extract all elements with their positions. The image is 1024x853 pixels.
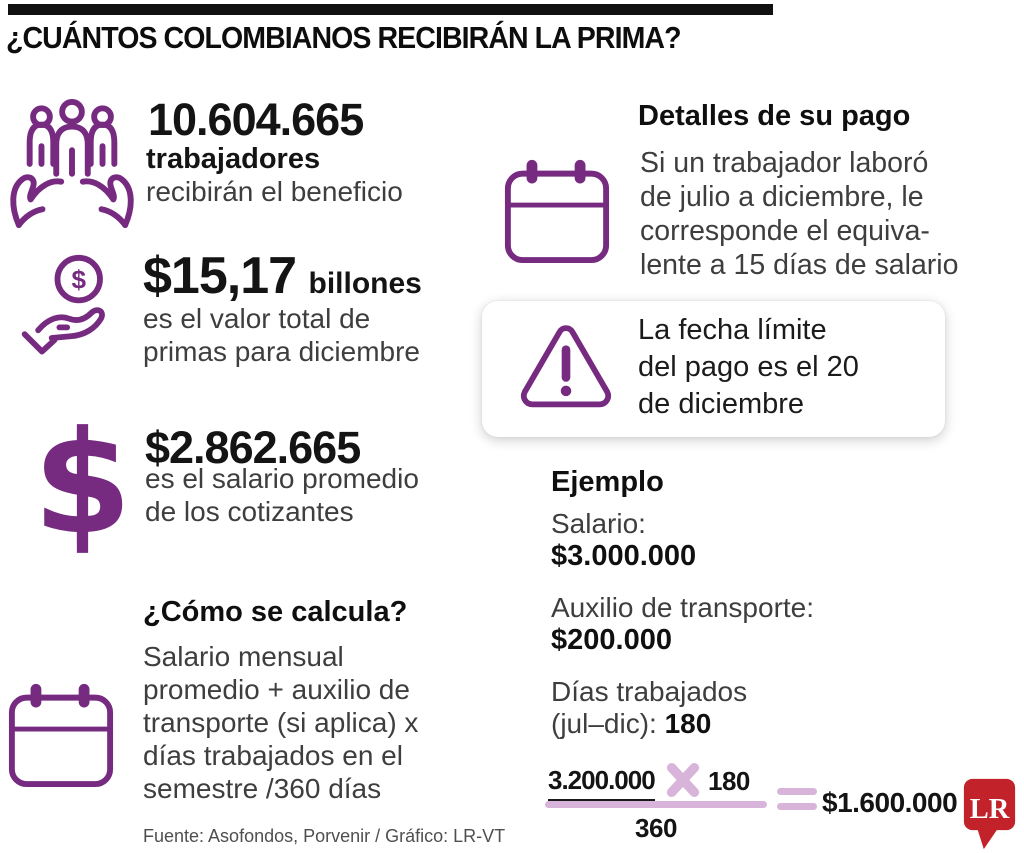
avg-salary-desc: es el salario promedio de los cotizantes [145,463,419,527]
svg-text:$: $ [71,265,86,295]
multiply-icon [664,762,702,798]
deadline-notice-text: La fecha límite del pago es el 20 de dic… [638,314,859,420]
example-salary-label: Salario: [551,508,646,539]
calendar-icon [6,672,116,792]
dollar-sign-icon: $ [33,401,132,566]
top-black-bar [8,4,773,15]
how-calculated-body: Salario mensual promedio + auxilio de tr… [143,641,419,804]
source-credit: Fuente: Asofondos, Porvenir / Gráfico: L… [143,826,506,846]
example-heading: Ejemplo [551,466,664,498]
total-primas-value: $15,17 [143,247,297,305]
example-days-label: Días trabajados [551,676,748,707]
page-title: ¿CUÁNTOS COLOMBIANOS RECIBIRÁN LA PRIMA? [6,20,682,55]
formula-numerator: 3.200.000 [548,765,656,802]
example-transport-value: $200.000 [551,624,672,656]
total-primas-desc: es el valor total de primas para diciemb… [143,303,420,367]
example-transport-label: Auxilio de transporte: [551,592,815,623]
total-primas-row: $15,17 billones [143,246,422,306]
formula-denominator: 360 [635,813,677,843]
fraction-bar [545,801,767,808]
payment-details-body: Si un trabajador laboró de julio a dicie… [640,147,959,281]
formula-multiplier: 180 [708,766,750,796]
lr-logo-text: LR [970,794,1010,825]
example-days-label2: (jul–dic): [551,708,665,739]
workers-count-label: trabajadores [146,143,321,175]
lr-logo: LR [962,777,1017,851]
deadline-notice-card [482,301,945,437]
people-in-hands-icon [8,92,136,232]
example-salary-value: $3.000.000 [551,540,697,572]
example-days-value: 180 [664,708,712,739]
example-days-row: (jul–dic): 180 [551,708,711,740]
calendar-icon [502,148,612,268]
formula-result: $1.600.000 [822,787,958,818]
how-calculated-heading: ¿Cómo se calcula? [143,596,408,628]
hand-coin-icon: $ [16,253,126,367]
warning-triangle-icon [520,323,612,409]
workers-count-desc: recibirán el beneficio [146,176,403,207]
payment-details-heading: Detalles de su pago [638,100,911,132]
total-primas-unit: billones [308,267,422,300]
avg-salary-value: $2.862.665 [145,422,361,473]
workers-count-value: 10.604.665 [148,94,364,145]
equals-icon [777,788,817,810]
